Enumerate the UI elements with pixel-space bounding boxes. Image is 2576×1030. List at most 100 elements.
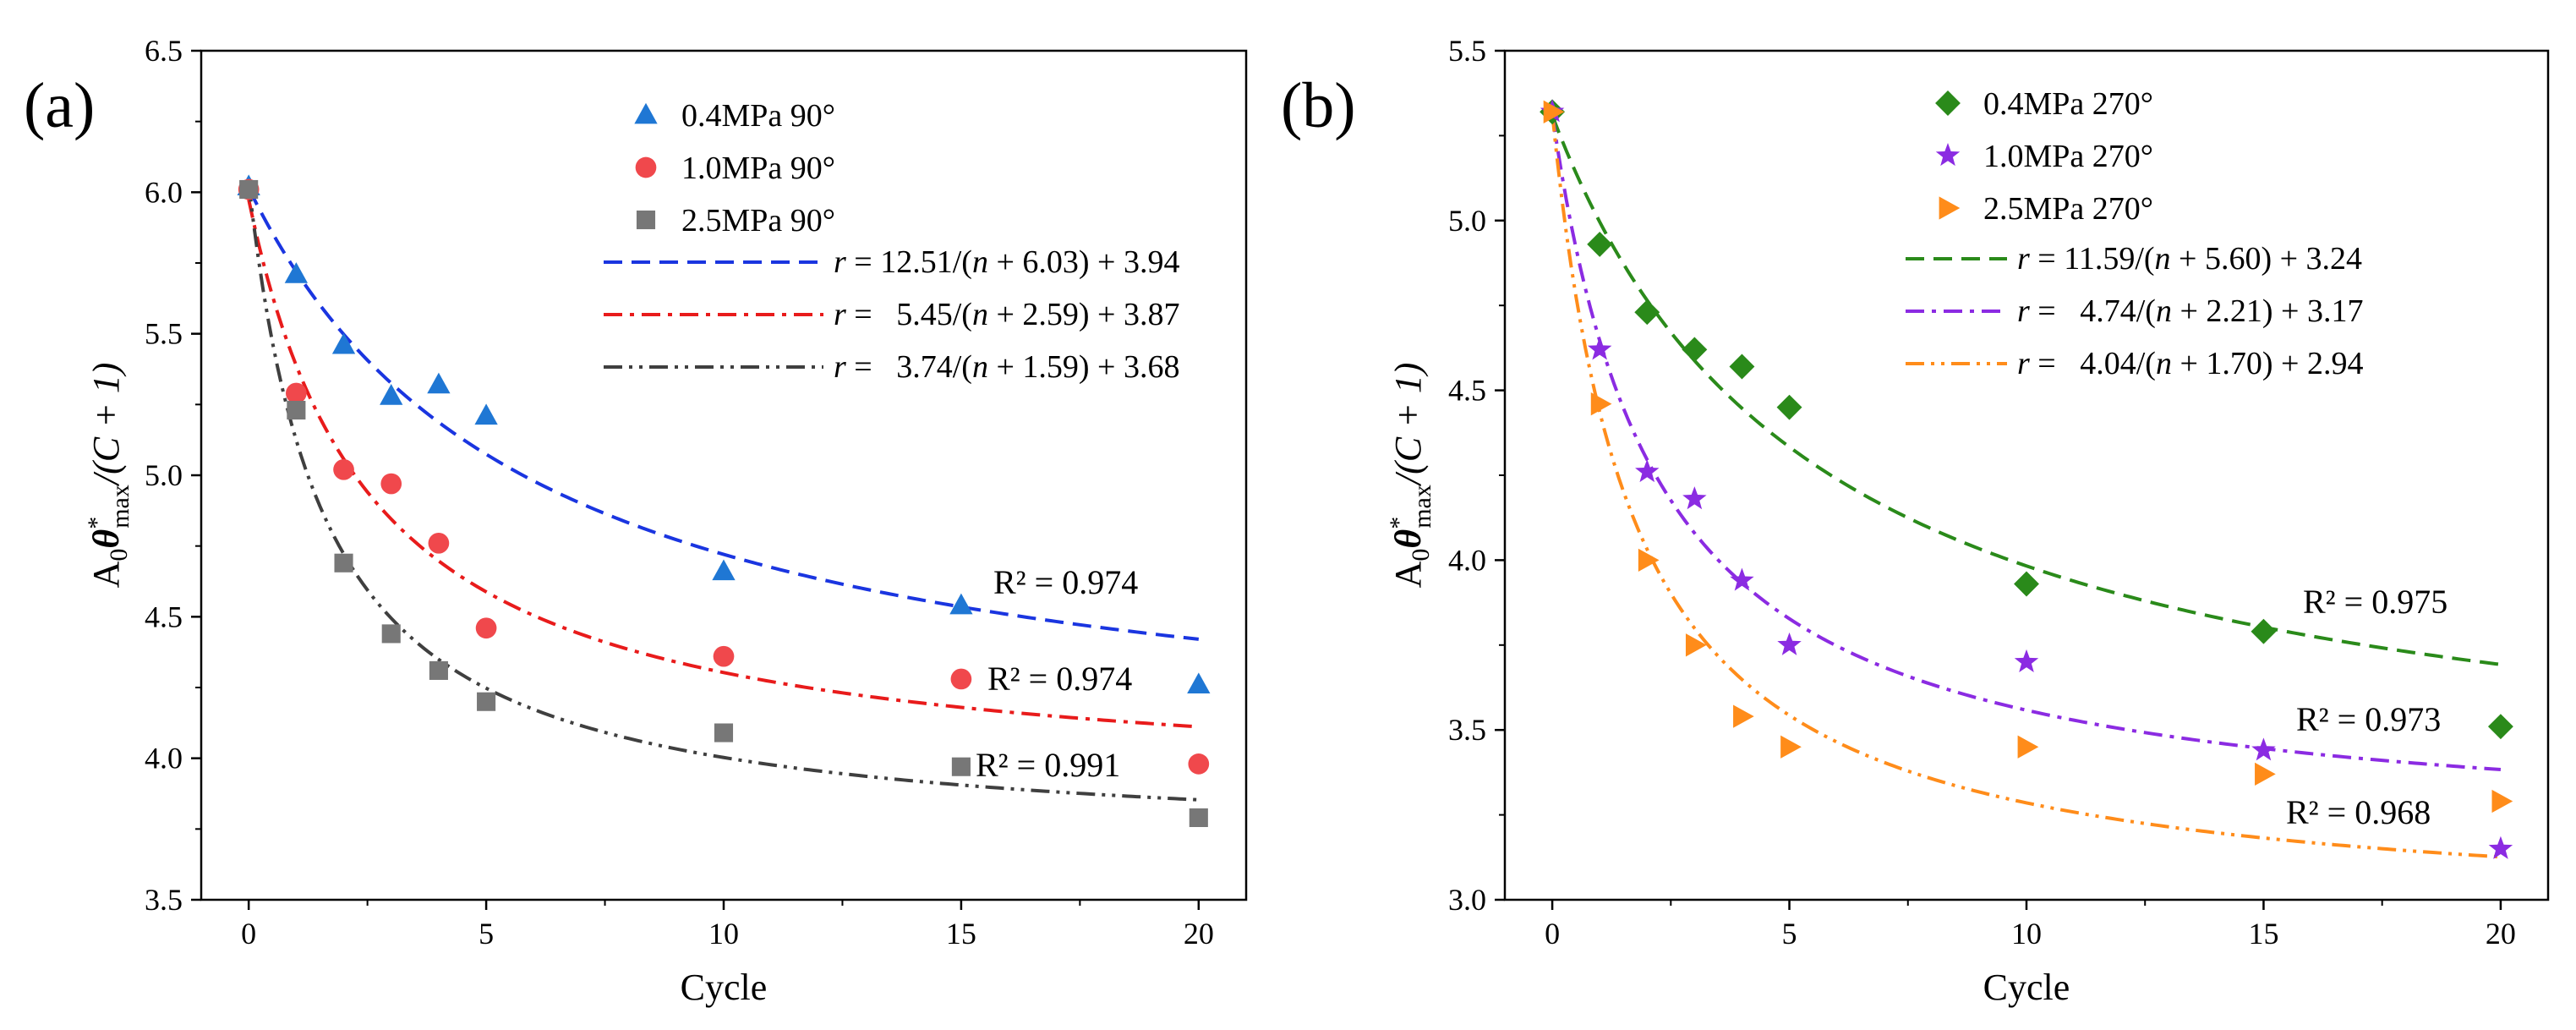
x-tick-label: 20 xyxy=(1184,917,1214,951)
y-tick-label: 5.5 xyxy=(1448,34,1486,68)
data-point-series-3 xyxy=(2255,762,2276,786)
data-point-series-3 xyxy=(429,660,448,680)
data-point-series-1 xyxy=(1634,299,1660,326)
data-point-series-3 xyxy=(714,723,734,742)
data-point-series-1 xyxy=(949,593,973,615)
data-point-series-2 xyxy=(1682,486,1707,510)
data-point-series-1 xyxy=(284,262,309,283)
y-tick-label: 3.0 xyxy=(1448,883,1486,917)
legend-marker-3 xyxy=(1939,196,1961,220)
data-point-series-3 xyxy=(381,624,401,644)
data-point-series-3 xyxy=(1685,633,1707,657)
data-point-series-2 xyxy=(2488,836,2513,859)
data-point-series-3 xyxy=(1189,808,1208,827)
x-tick-label: 15 xyxy=(2248,917,2278,951)
fit-equation-3: r = 4.04/(n + 1.70) + 2.94 xyxy=(2017,346,2363,381)
data-point-series-3 xyxy=(287,400,306,420)
legend-label-3: 2.5MPa 90° xyxy=(681,203,835,238)
data-point-series-2 xyxy=(428,532,450,554)
data-point-series-1 xyxy=(427,372,451,394)
r2-annotation-2: R² = 0.974 xyxy=(987,660,1132,698)
legend-marker-3 xyxy=(636,210,656,230)
y-tick-label: 4.5 xyxy=(145,600,183,633)
fit-curve-1 xyxy=(247,187,1200,641)
plot-frame xyxy=(1503,49,2550,901)
fit-equation-1: r = 11.59/(n + 5.60) + 3.24 xyxy=(2017,241,2362,277)
fit-curve-3 xyxy=(1551,112,2502,859)
fit-curve-2 xyxy=(247,199,1199,729)
data-point-series-1 xyxy=(712,559,736,581)
legend-marker-2 xyxy=(1935,143,1961,167)
fit-equation-3: r = 3.74/(n + 1.59) + 3.68 xyxy=(834,349,1179,385)
data-point-series-1 xyxy=(1587,231,1613,257)
data-point-series-3 xyxy=(334,553,353,573)
fit-equation-1: r = 12.51/(n + 6.03) + 3.94 xyxy=(834,244,1179,280)
x-tick-label: 15 xyxy=(946,917,976,951)
y-tick-label: 5.0 xyxy=(145,458,183,492)
x-tick-label: 5 xyxy=(1782,917,1797,951)
panel-label: (b) xyxy=(1281,70,1356,141)
data-point-series-1 xyxy=(1729,353,1755,380)
data-point-series-2 xyxy=(475,617,497,639)
data-point-series-3 xyxy=(1733,704,1754,728)
data-point-series-2 xyxy=(2251,737,2276,761)
data-point-series-3 xyxy=(1638,548,1660,573)
fit-equation-2: r = 5.45/(n + 2.59) + 3.87 xyxy=(834,297,1179,332)
data-point-series-3 xyxy=(2017,735,2039,759)
data-point-series-1 xyxy=(1682,337,1708,363)
data-point-series-2 xyxy=(1635,459,1660,483)
data-point-series-1 xyxy=(2487,714,2513,740)
chart-panel-b: 0 5 10 15 20 3.0 3.5 4.0 4.5 5.0 5.5 Cycle A0θ*max/(… xyxy=(1281,34,2550,1008)
data-point-series-1 xyxy=(1776,394,1802,420)
y-axis-title: A0θ*max/(C + 1) xyxy=(1385,363,1436,589)
data-point-series-2 xyxy=(380,473,402,495)
x-tick-label: 5 xyxy=(479,917,494,951)
fit-equation-2: r = 4.74/(n + 2.21) + 3.17 xyxy=(2017,293,2363,329)
data-point-series-1 xyxy=(474,403,498,425)
data-point-series-2 xyxy=(950,668,972,690)
r2-annotation-1: R² = 0.975 xyxy=(2303,583,2447,621)
data-point-series-2 xyxy=(1777,632,1802,655)
chart-panel-a: 0 5 10 15 20 3.5 4.0 4.5 5.0 5.5 6.0 6.5 Cycle A0θ*ma… xyxy=(24,34,1248,1008)
data-point-series-1 xyxy=(1187,672,1211,694)
legend-marker-1 xyxy=(1935,90,1961,116)
legend-label-2: 1.0MPa 90° xyxy=(681,151,835,186)
y-tick-label: 3.5 xyxy=(1448,713,1486,747)
r2-annotation-2: R² = 0.973 xyxy=(2296,700,2441,738)
data-point-series-2 xyxy=(1188,753,1210,775)
data-point-series-2 xyxy=(286,382,307,404)
legend-marker-2 xyxy=(635,156,657,178)
data-point-series-1 xyxy=(2251,618,2277,644)
data-point-series-3 xyxy=(1780,735,1802,759)
y-tick-label: 3.5 xyxy=(145,883,183,917)
data-point-series-1 xyxy=(331,332,356,354)
fit-curve-3 xyxy=(247,183,1199,802)
data-point-series-3 xyxy=(1543,100,1565,123)
r2-annotation-3: R² = 0.991 xyxy=(976,746,1120,784)
x-axis-title: Cycle xyxy=(1983,967,2070,1008)
r2-annotation-1: R² = 0.974 xyxy=(993,563,1138,601)
fit-curve-2 xyxy=(1551,113,2502,772)
y-tick-label: 5.0 xyxy=(1448,204,1486,238)
panel-label: (a) xyxy=(24,70,95,141)
x-tick-label: 20 xyxy=(2486,917,2516,951)
data-point-series-1 xyxy=(380,383,403,405)
legend-label-2: 1.0MPa 270° xyxy=(1983,139,2153,174)
x-tick-label: 10 xyxy=(708,917,739,951)
legend-label-1: 0.4MPa 90° xyxy=(681,98,835,134)
data-point-series-1 xyxy=(2014,571,2039,597)
legend-label-3: 2.5MPa 270° xyxy=(1983,191,2153,227)
fit-curve-1 xyxy=(1551,114,2502,666)
r2-annotation-3: R² = 0.968 xyxy=(2286,793,2431,831)
legend-label-1: 0.4MPa 270° xyxy=(1983,86,2153,122)
legend-marker-1 xyxy=(634,102,658,124)
data-point-series-3 xyxy=(477,692,496,711)
y-tick-label: 5.5 xyxy=(145,317,183,351)
y-tick-label: 6.0 xyxy=(145,175,183,209)
x-tick-label: 10 xyxy=(2011,917,2042,951)
y-tick-label: 4.5 xyxy=(1448,374,1486,408)
data-point-series-2 xyxy=(1730,567,1754,591)
data-point-series-2 xyxy=(713,645,735,667)
data-point-series-2 xyxy=(1587,337,1612,360)
